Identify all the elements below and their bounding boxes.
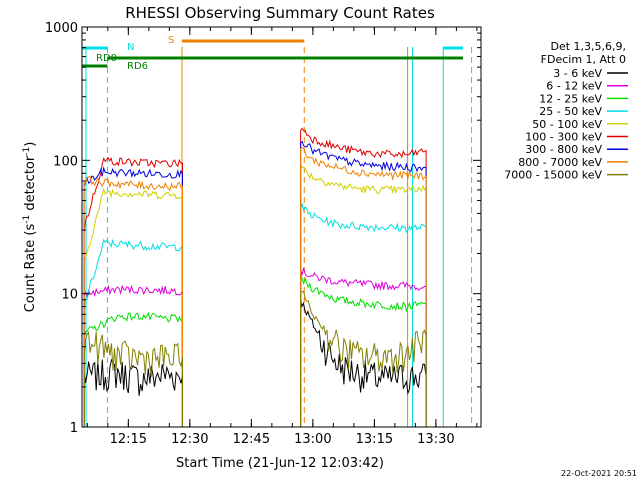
series-line-1-part-1 <box>83 358 183 427</box>
series-line-3-part-2 <box>300 274 427 427</box>
legend-entry-label: 6 - 12 keV <box>546 80 602 93</box>
series-line-9-part-2 <box>300 290 427 427</box>
series-line-1-part-2 <box>300 300 427 427</box>
x-tick-label: 13:00 <box>294 432 331 447</box>
x-tick-label: 12:30 <box>171 432 208 447</box>
series-line-7-part-1 <box>83 166 183 427</box>
legend-header-1: Det 1,3,5,6,9, <box>550 40 626 53</box>
x-axis-label: Start Time (21-Jun-12 12:03:42) <box>176 456 384 471</box>
y-axis-label-mid: detector <box>23 155 38 215</box>
legend-entry-label: 12 - 25 keV <box>539 92 602 105</box>
series-line-5-part-2 <box>300 164 427 427</box>
flag-label-rd0: RD0 <box>96 53 117 64</box>
legend-entry-label: 50 - 100 keV <box>532 118 602 131</box>
y-tick-label: 1000 <box>45 21 78 36</box>
x-tick-label: 13:30 <box>417 432 454 447</box>
series-line-8-part-1 <box>83 176 183 427</box>
y-tick-label: 10 <box>61 288 78 303</box>
series-line-5-part-1 <box>83 187 183 427</box>
legend-entry-label: 3 - 6 keV <box>553 67 602 80</box>
axes: 12:15 12:30 12:45 13:00 13:15 13:30 1 10 100 1000 <box>45 21 481 447</box>
y-axis-label-sup1: -1 <box>22 215 32 224</box>
series-line-7-part-2 <box>300 140 427 427</box>
series-line-6-part-2 <box>300 127 427 427</box>
x-tick-label: 12:45 <box>233 432 270 447</box>
series-line-3-part-1 <box>83 311 183 427</box>
legend-header-2: FDecim 1, Att 0 <box>541 53 626 66</box>
y-axis-label: Count Rate (s-1 detector-1) <box>22 142 38 313</box>
series-line-4-part-2 <box>300 202 427 427</box>
legend-entry-label: 25 - 50 keV <box>539 105 602 118</box>
legend-entry-label: 7000 - 15000 keV <box>504 169 602 182</box>
y-axis-label-sup2: -1 <box>22 147 32 156</box>
series-line-6-part-1 <box>83 156 183 427</box>
x-tick-label: 12:15 <box>110 432 147 447</box>
state-flags: RD0 RD6 N S <box>82 35 463 72</box>
flag-label-n: N <box>127 42 134 53</box>
legend-entry-label: 100 - 300 keV <box>525 131 602 144</box>
x-tick-label: 13:15 <box>356 432 393 447</box>
flag-label-rd6: RD6 <box>127 61 148 72</box>
time-markers <box>85 47 473 427</box>
y-axis-label-main: Count Rate (s <box>23 224 38 313</box>
legend-entry-label: 800 - 7000 keV <box>518 156 602 169</box>
legend-entry-label: 300 - 800 keV <box>525 143 602 156</box>
chart-title: RHESSI Observing Summary Count Rates <box>125 4 435 22</box>
series-line-4-part-1 <box>83 238 183 427</box>
generated-timestamp: 22-Oct-2021 20:51 <box>561 469 637 478</box>
y-tick-label: 100 <box>53 154 78 169</box>
flag-label-s: S <box>168 35 174 46</box>
series-line-2-part-2 <box>300 267 427 427</box>
y-axis-label-end: ) <box>23 142 38 147</box>
series-line-8-part-2 <box>300 147 427 427</box>
series-line-9-part-1 <box>83 331 183 427</box>
series-line-2-part-1 <box>83 284 183 427</box>
series-lines <box>83 127 427 427</box>
y-tick-label: 1 <box>70 421 78 436</box>
plot-frame <box>81 26 482 428</box>
